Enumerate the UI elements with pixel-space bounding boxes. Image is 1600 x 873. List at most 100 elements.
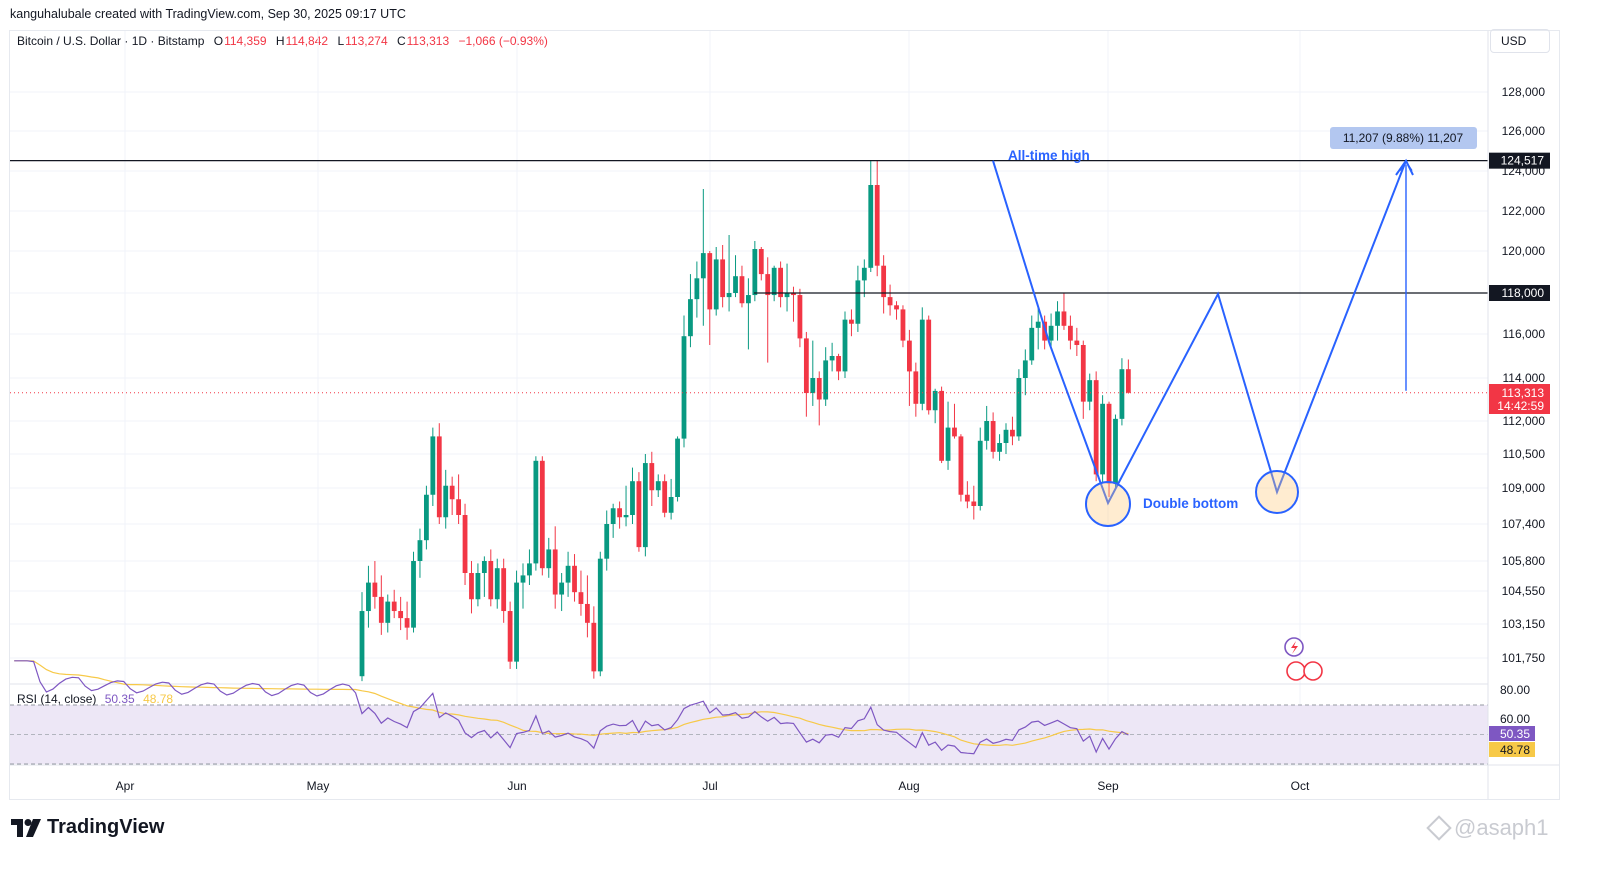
rsi-label[interactable]: RSI (14, close) bbox=[17, 692, 97, 706]
candle-body bbox=[585, 603, 590, 623]
time-tick-label: Oct bbox=[1291, 779, 1310, 793]
candle-body bbox=[913, 371, 919, 404]
candle-body bbox=[1119, 369, 1125, 419]
candle-body bbox=[366, 582, 371, 612]
candle-body bbox=[456, 499, 461, 515]
candle-body bbox=[378, 596, 384, 623]
measure-box bbox=[1330, 127, 1477, 149]
candle-body bbox=[1100, 403, 1105, 475]
candle-body bbox=[688, 299, 693, 337]
candle-body bbox=[565, 565, 571, 583]
candle-body bbox=[642, 463, 648, 548]
ath-label: All-time high bbox=[1008, 148, 1090, 163]
candle-body bbox=[559, 582, 565, 595]
candles bbox=[359, 160, 1131, 682]
candle-body bbox=[726, 293, 732, 298]
time-tick-label: Apr bbox=[116, 779, 135, 793]
chart-frame bbox=[9, 30, 1560, 800]
annotations: 11,207 (9.88%) 11,207 Double bottom All-ti… bbox=[10, 127, 1488, 681]
high-label: H bbox=[275, 34, 285, 48]
diamond-icon bbox=[1426, 815, 1452, 841]
candle-body bbox=[1113, 418, 1118, 484]
candle-body bbox=[411, 561, 416, 628]
candle-body bbox=[591, 622, 597, 672]
candle-body bbox=[533, 460, 539, 564]
candle-body bbox=[1048, 325, 1054, 341]
candle-body bbox=[887, 297, 893, 306]
candle-body bbox=[939, 390, 944, 461]
candle-body bbox=[868, 185, 874, 268]
candle-body bbox=[610, 508, 616, 524]
candle-body bbox=[1106, 403, 1112, 484]
symbol-legend: Bitcoin / U.S. Dollar · 1D · Bitstamp O1… bbox=[17, 34, 548, 48]
candle-body bbox=[1074, 340, 1080, 345]
rsi-legend: RSI (14, close) 50.35 48.78 bbox=[17, 692, 173, 706]
price-tick-label: 109,000 bbox=[1502, 481, 1546, 495]
chart-credit: kanguhalubale created with TradingView.c… bbox=[10, 7, 406, 21]
currency-button[interactable]: USD bbox=[1490, 29, 1550, 53]
candle-body bbox=[436, 436, 442, 518]
candle-body bbox=[707, 253, 713, 310]
candle-body bbox=[771, 267, 777, 296]
candle-body bbox=[398, 611, 404, 619]
candle-body bbox=[810, 378, 816, 394]
grid-lines bbox=[10, 31, 1488, 765]
candle-body bbox=[681, 336, 687, 439]
candle-body bbox=[694, 278, 700, 300]
candle-body bbox=[746, 295, 751, 304]
tradingview-logo[interactable]: TradingView bbox=[11, 816, 164, 839]
rsi-ma-line bbox=[14, 660, 1129, 747]
candle-body bbox=[501, 568, 507, 612]
candle-body bbox=[1035, 321, 1041, 328]
candle-body bbox=[1125, 369, 1131, 393]
candle-body bbox=[881, 265, 887, 298]
candle-body bbox=[932, 390, 938, 411]
candle-body bbox=[1022, 360, 1028, 378]
candle-body bbox=[449, 485, 455, 500]
candle-body bbox=[372, 582, 378, 597]
candle-body bbox=[597, 558, 603, 672]
candle-body bbox=[700, 253, 706, 279]
candle-body bbox=[849, 319, 854, 324]
candle-body bbox=[520, 575, 526, 583]
price-tick-label: 128,000 bbox=[1502, 85, 1546, 99]
time-tick-label: Jul bbox=[702, 779, 717, 793]
candle-body bbox=[919, 319, 925, 404]
last-price-tag-bg bbox=[1489, 384, 1550, 414]
candle-body bbox=[874, 185, 880, 266]
candle-body bbox=[417, 540, 423, 561]
candle-body bbox=[765, 274, 771, 296]
candle-body bbox=[494, 568, 500, 600]
candle-body bbox=[527, 563, 532, 576]
watermark: @asaph1 bbox=[1426, 815, 1549, 841]
candle-body bbox=[997, 443, 1002, 452]
candle-body bbox=[546, 549, 552, 569]
economic-event-icon-2 bbox=[1303, 661, 1323, 681]
double-bottom-label: Double bottom bbox=[1143, 496, 1238, 511]
price-tick-label: 122,000 bbox=[1502, 204, 1546, 218]
time-tick-label: Sep bbox=[1097, 779, 1119, 793]
resistance-price-tag-bg bbox=[1489, 285, 1550, 301]
price-tick-label: 103,150 bbox=[1502, 617, 1546, 631]
candle-body bbox=[430, 436, 436, 495]
candle-body bbox=[829, 356, 835, 361]
ath-price-tag: 124,517 bbox=[1501, 154, 1545, 168]
watermark-text: @asaph1 bbox=[1454, 815, 1549, 840]
measure-label: 11,207 (9.88%) 11,207 bbox=[1343, 131, 1464, 145]
rsi-tick-label: 80.00 bbox=[1500, 683, 1530, 697]
rsi-legend-ma: 48.78 bbox=[143, 692, 174, 706]
low-label: L bbox=[337, 34, 345, 48]
rsi-ma-tag: 48.78 bbox=[1500, 743, 1530, 757]
candle-body bbox=[443, 485, 449, 518]
rsi-tag-bg bbox=[1489, 726, 1535, 741]
price-tick-label: 105,800 bbox=[1502, 554, 1546, 568]
candle-body bbox=[514, 582, 519, 662]
candle-body bbox=[964, 494, 970, 502]
axes: 128,000126,000124,000122,000120,000118,0… bbox=[10, 31, 1559, 799]
time-tick-label: Jun bbox=[507, 779, 526, 793]
symbol-title[interactable]: Bitcoin / U.S. Dollar · 1D · Bitstamp bbox=[17, 34, 205, 48]
candle-body bbox=[385, 601, 391, 623]
candle-body bbox=[462, 515, 468, 573]
candle-body bbox=[984, 421, 990, 441]
